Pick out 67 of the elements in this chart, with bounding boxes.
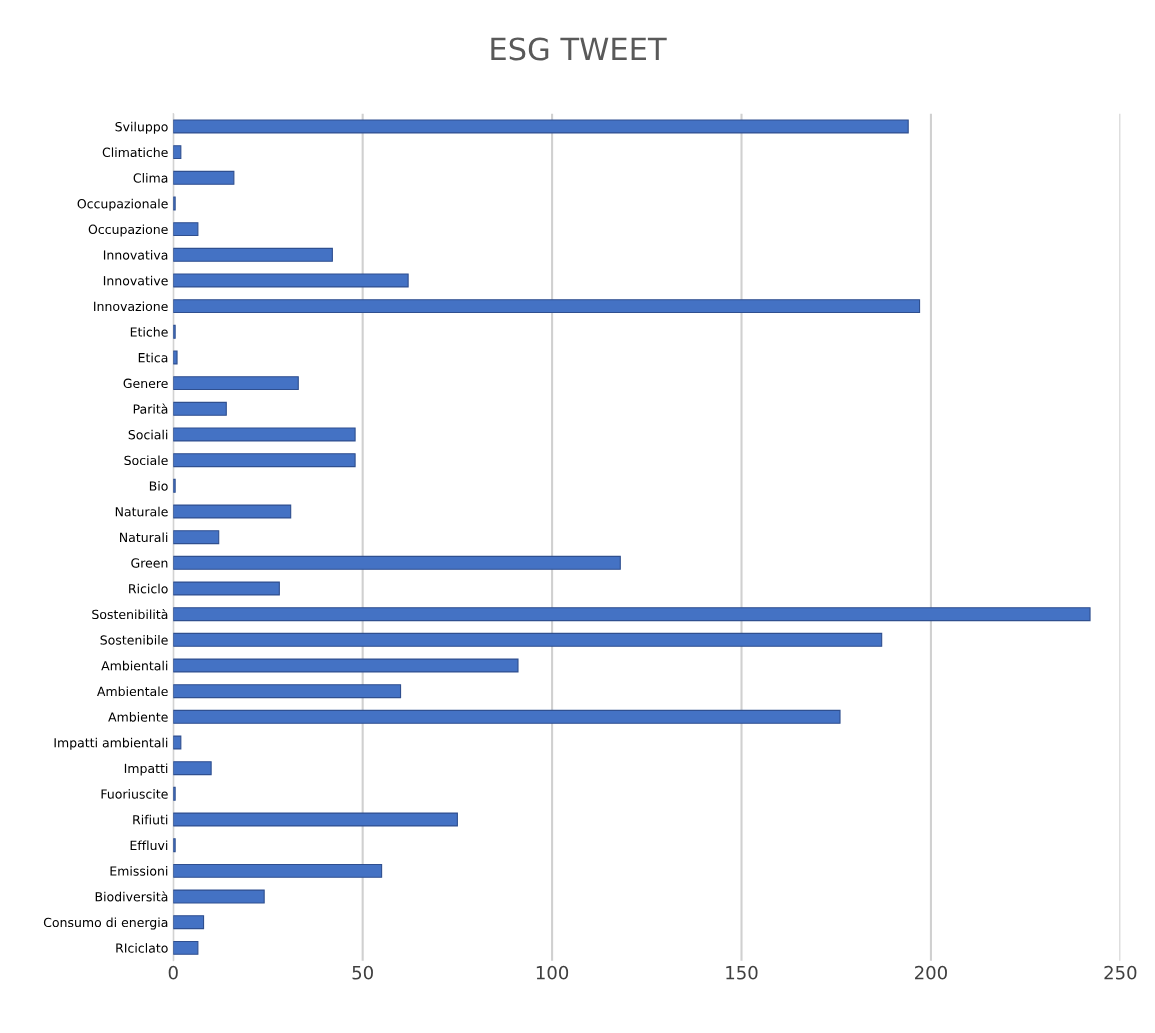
y-tick-label: Biodiversità <box>95 891 168 902</box>
y-tick-label: Climatiche <box>102 147 168 158</box>
bar <box>173 170 235 185</box>
bar <box>173 709 841 724</box>
y-tick-label: Naturale <box>115 506 168 517</box>
bar <box>173 453 356 468</box>
bar <box>173 735 182 750</box>
bar <box>173 684 402 699</box>
bar <box>173 632 883 647</box>
x-tick-label: 0 <box>168 965 178 980</box>
bar <box>173 119 909 134</box>
x-tick-label: 200 <box>915 965 947 980</box>
bar <box>173 940 199 955</box>
bar <box>173 658 519 673</box>
bar <box>173 299 921 314</box>
y-tick-label: Emissioni <box>110 866 168 876</box>
bar <box>173 350 178 365</box>
y-tick-label: Ambiente <box>108 712 168 722</box>
y-tick-label: Green <box>131 558 168 568</box>
bar <box>173 607 1091 622</box>
x-tick-label: 150 <box>726 965 758 980</box>
y-tick-label: RIciclato <box>116 943 168 953</box>
bar <box>173 889 265 904</box>
y-tick-label: Etiche <box>130 327 168 337</box>
bar <box>173 863 383 878</box>
y-tick-label: Impatti ambientali <box>54 737 168 750</box>
bar <box>173 427 356 442</box>
y-tick-label: Innovazione <box>94 301 168 312</box>
y-tick-label: Consumo di energia <box>43 917 168 930</box>
bar <box>173 555 621 570</box>
y-tick-label: Effluvi <box>130 840 168 851</box>
y-tick-label: Ambientale <box>97 686 168 697</box>
y-tick-label: Impatti <box>124 763 168 776</box>
chart-title: ESG TWEET <box>491 37 667 61</box>
y-tick-label: Etica <box>138 352 168 363</box>
x-tick-label: 250 <box>1104 965 1137 980</box>
x-tick-label: 100 <box>536 965 569 980</box>
bar <box>173 581 280 596</box>
bar <box>173 273 409 288</box>
bar <box>173 222 199 237</box>
y-tick-label: Occupazione <box>88 224 168 237</box>
x-tick-label: 50 <box>352 965 373 980</box>
bar <box>173 247 333 262</box>
y-tick-label: Fuoriuscite <box>101 789 168 799</box>
y-tick-label: Occupazionale <box>77 198 168 211</box>
y-tick-label: Genere <box>123 378 168 389</box>
y-tick-label: Parità <box>133 403 168 414</box>
bar <box>173 915 205 930</box>
bar <box>173 376 299 391</box>
y-tick-label: Sociali <box>128 429 168 440</box>
bar <box>173 504 292 519</box>
y-tick-label: Sostenibilità <box>92 608 168 620</box>
y-tick-label: Sostenibile <box>100 635 168 645</box>
bar <box>173 761 212 776</box>
bar <box>173 812 458 827</box>
y-tick-label: Naturali <box>120 532 168 543</box>
y-tick-label: Ambientali <box>101 660 168 671</box>
y-tick-label: Bio <box>149 481 168 491</box>
y-tick-label: Rifiuti <box>133 814 168 825</box>
y-tick-label: Sociale <box>124 455 168 466</box>
y-tick-label: Riciclo <box>129 583 168 594</box>
y-tick-label: Innovative <box>103 275 168 286</box>
bar <box>173 530 220 545</box>
y-tick-label: Clima <box>133 173 168 183</box>
y-tick-label: Innovativa <box>103 250 168 260</box>
bar <box>173 401 227 416</box>
y-tick-label: Sviluppo <box>115 121 168 134</box>
